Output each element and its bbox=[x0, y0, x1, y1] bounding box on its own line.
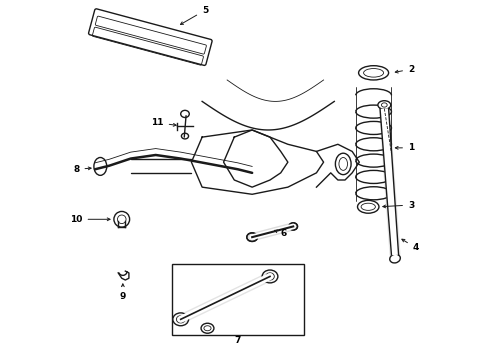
Ellipse shape bbox=[94, 157, 107, 175]
Ellipse shape bbox=[181, 111, 189, 117]
Text: 11: 11 bbox=[151, 118, 176, 127]
Ellipse shape bbox=[358, 201, 379, 213]
Ellipse shape bbox=[173, 313, 189, 326]
Ellipse shape bbox=[378, 101, 391, 109]
Text: 7: 7 bbox=[235, 336, 241, 345]
Ellipse shape bbox=[390, 254, 400, 263]
Ellipse shape bbox=[359, 66, 389, 80]
Ellipse shape bbox=[247, 233, 258, 242]
Text: 9: 9 bbox=[120, 284, 126, 301]
Ellipse shape bbox=[181, 133, 189, 139]
Text: 4: 4 bbox=[402, 239, 419, 252]
Polygon shape bbox=[223, 130, 288, 187]
Text: 6: 6 bbox=[274, 229, 287, 238]
Ellipse shape bbox=[201, 323, 214, 333]
Text: 5: 5 bbox=[180, 6, 208, 24]
Text: 2: 2 bbox=[395, 65, 414, 74]
Ellipse shape bbox=[114, 211, 130, 227]
Ellipse shape bbox=[262, 270, 278, 283]
Text: 8: 8 bbox=[74, 165, 91, 174]
Bar bbox=[172, 264, 304, 336]
Ellipse shape bbox=[335, 153, 351, 175]
Ellipse shape bbox=[289, 223, 297, 230]
Text: 3: 3 bbox=[383, 201, 414, 210]
Text: 10: 10 bbox=[70, 215, 110, 224]
FancyBboxPatch shape bbox=[89, 9, 212, 66]
Text: 1: 1 bbox=[395, 143, 414, 152]
